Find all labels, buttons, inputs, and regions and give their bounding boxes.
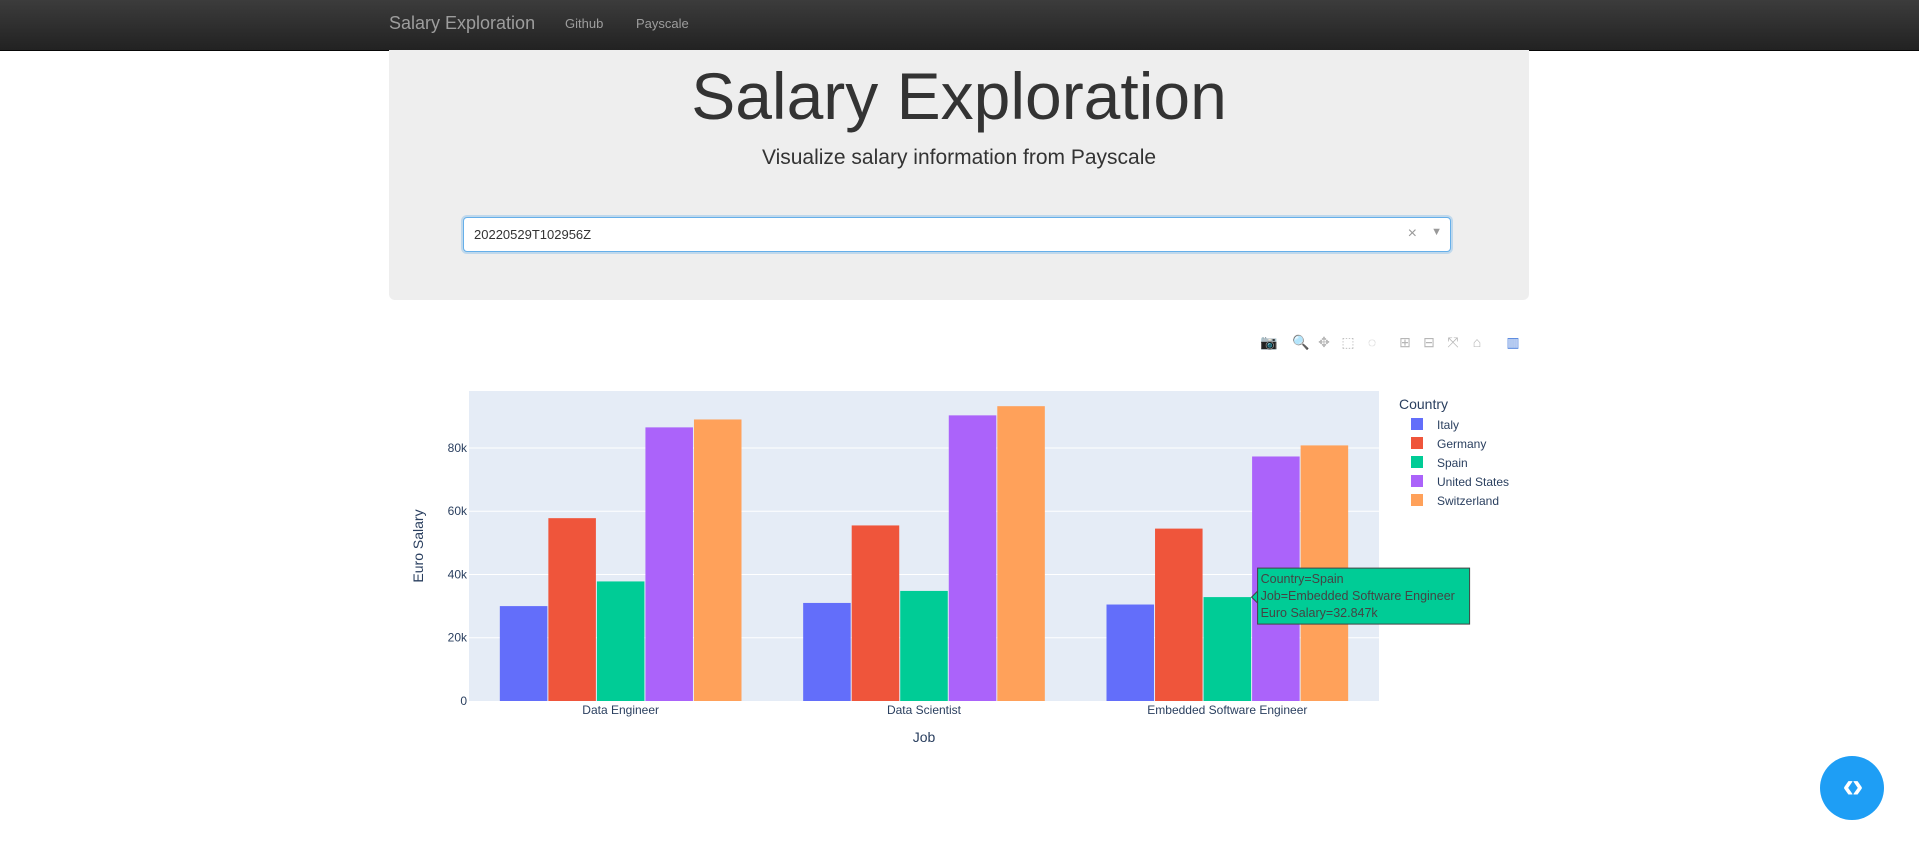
legend-item: United States	[1437, 475, 1509, 489]
chevron-down-icon[interactable]: ▼	[1431, 226, 1442, 238]
x-tick-label: Data Scientist	[887, 703, 962, 717]
x-tick-label: Embedded Software Engineer	[1147, 703, 1307, 717]
legend-swatch[interactable]	[1411, 456, 1423, 468]
bar-united-states[interactable]	[948, 415, 997, 701]
header-jumbotron: Salary Exploration Visualize salary info…	[389, 50, 1529, 300]
legend-item: Italy	[1437, 418, 1459, 432]
y-tick-label: 40k	[448, 567, 468, 581]
bar-germany[interactable]	[1155, 528, 1203, 701]
box-select-icon[interactable]: ⬚	[1341, 334, 1355, 350]
nav-link-payscale[interactable]: Payscale	[636, 16, 689, 31]
lasso-icon[interactable]: ◌	[1367, 334, 1377, 350]
zoom-in-icon[interactable]: ⊞	[1399, 334, 1411, 350]
legend-swatch[interactable]	[1411, 437, 1423, 449]
tooltip-line: Job=Embedded Software Engineer	[1261, 589, 1455, 603]
salary-bar-chart[interactable]: 0 20k 40k 60k 80k Data Engineer Data Scientist…	[389, 320, 1529, 770]
reset-axes-icon[interactable]: ⌂	[1472, 334, 1482, 350]
bar-germany[interactable]	[851, 525, 900, 701]
bar-germany[interactable]	[548, 518, 596, 701]
page-subtitle: Visualize salary information from Paysca…	[761, 146, 1157, 169]
legend-swatch[interactable]	[1411, 418, 1423, 430]
pan-icon[interactable]: ✥	[1318, 334, 1330, 350]
page-title: Salary Exploration	[691, 59, 1227, 133]
bar-switzerland[interactable]	[693, 419, 742, 701]
bar-spain[interactable]	[900, 590, 948, 701]
plotly-logo-icon[interactable]: ▥	[1506, 334, 1520, 350]
x-tick-label: Data Engineer	[582, 703, 659, 717]
bar-spain[interactable]	[596, 581, 645, 701]
camera-icon[interactable]: 📷	[1260, 334, 1278, 350]
bar-italy[interactable]	[499, 606, 548, 701]
clear-icon[interactable]: ×	[1407, 225, 1417, 242]
bar-switzerland[interactable]	[997, 406, 1045, 701]
legend-item: Spain	[1437, 456, 1468, 470]
navbar: Salary Exploration Github Payscale	[0, 0, 1919, 51]
y-axis-title: Euro Salary	[410, 509, 426, 582]
legend-item: Switzerland	[1437, 494, 1499, 508]
navbar-brand[interactable]: Salary Exploration	[389, 13, 536, 33]
y-tick-label: 80k	[448, 441, 468, 455]
nav-link-github[interactable]: Github	[565, 16, 604, 31]
legend-title: Country	[1399, 396, 1448, 412]
y-tick-label: 0	[460, 694, 467, 708]
x-axis-title: Job	[913, 729, 936, 745]
hover-tooltip	[1257, 567, 1471, 625]
y-tick-label: 60k	[448, 504, 468, 518]
legend-swatch[interactable]	[1411, 494, 1423, 506]
tooltip-line: Euro Salary=32.847k	[1261, 606, 1379, 620]
dataset-dropdown[interactable]: 20220529T102956Z × ▼	[463, 217, 1451, 252]
autoscale-icon[interactable]: ⤧	[1447, 334, 1459, 350]
code-toggle-button[interactable]: ‹›	[1820, 756, 1884, 820]
legend-item: Germany	[1437, 437, 1486, 451]
bar-united-states[interactable]	[645, 427, 693, 701]
bar-italy[interactable]	[1106, 604, 1155, 701]
y-tick-label: 20k	[448, 631, 468, 645]
tooltip-line: Country=Spain	[1261, 572, 1344, 586]
bar-spain[interactable]	[1203, 597, 1252, 701]
dataset-dropdown-value: 20220529T102956Z	[474, 227, 592, 242]
zoom-icon[interactable]: 🔍	[1292, 334, 1310, 350]
legend-swatch[interactable]	[1411, 475, 1423, 487]
bar-italy[interactable]	[803, 602, 851, 701]
zoom-out-icon[interactable]: ⊟	[1423, 334, 1435, 350]
